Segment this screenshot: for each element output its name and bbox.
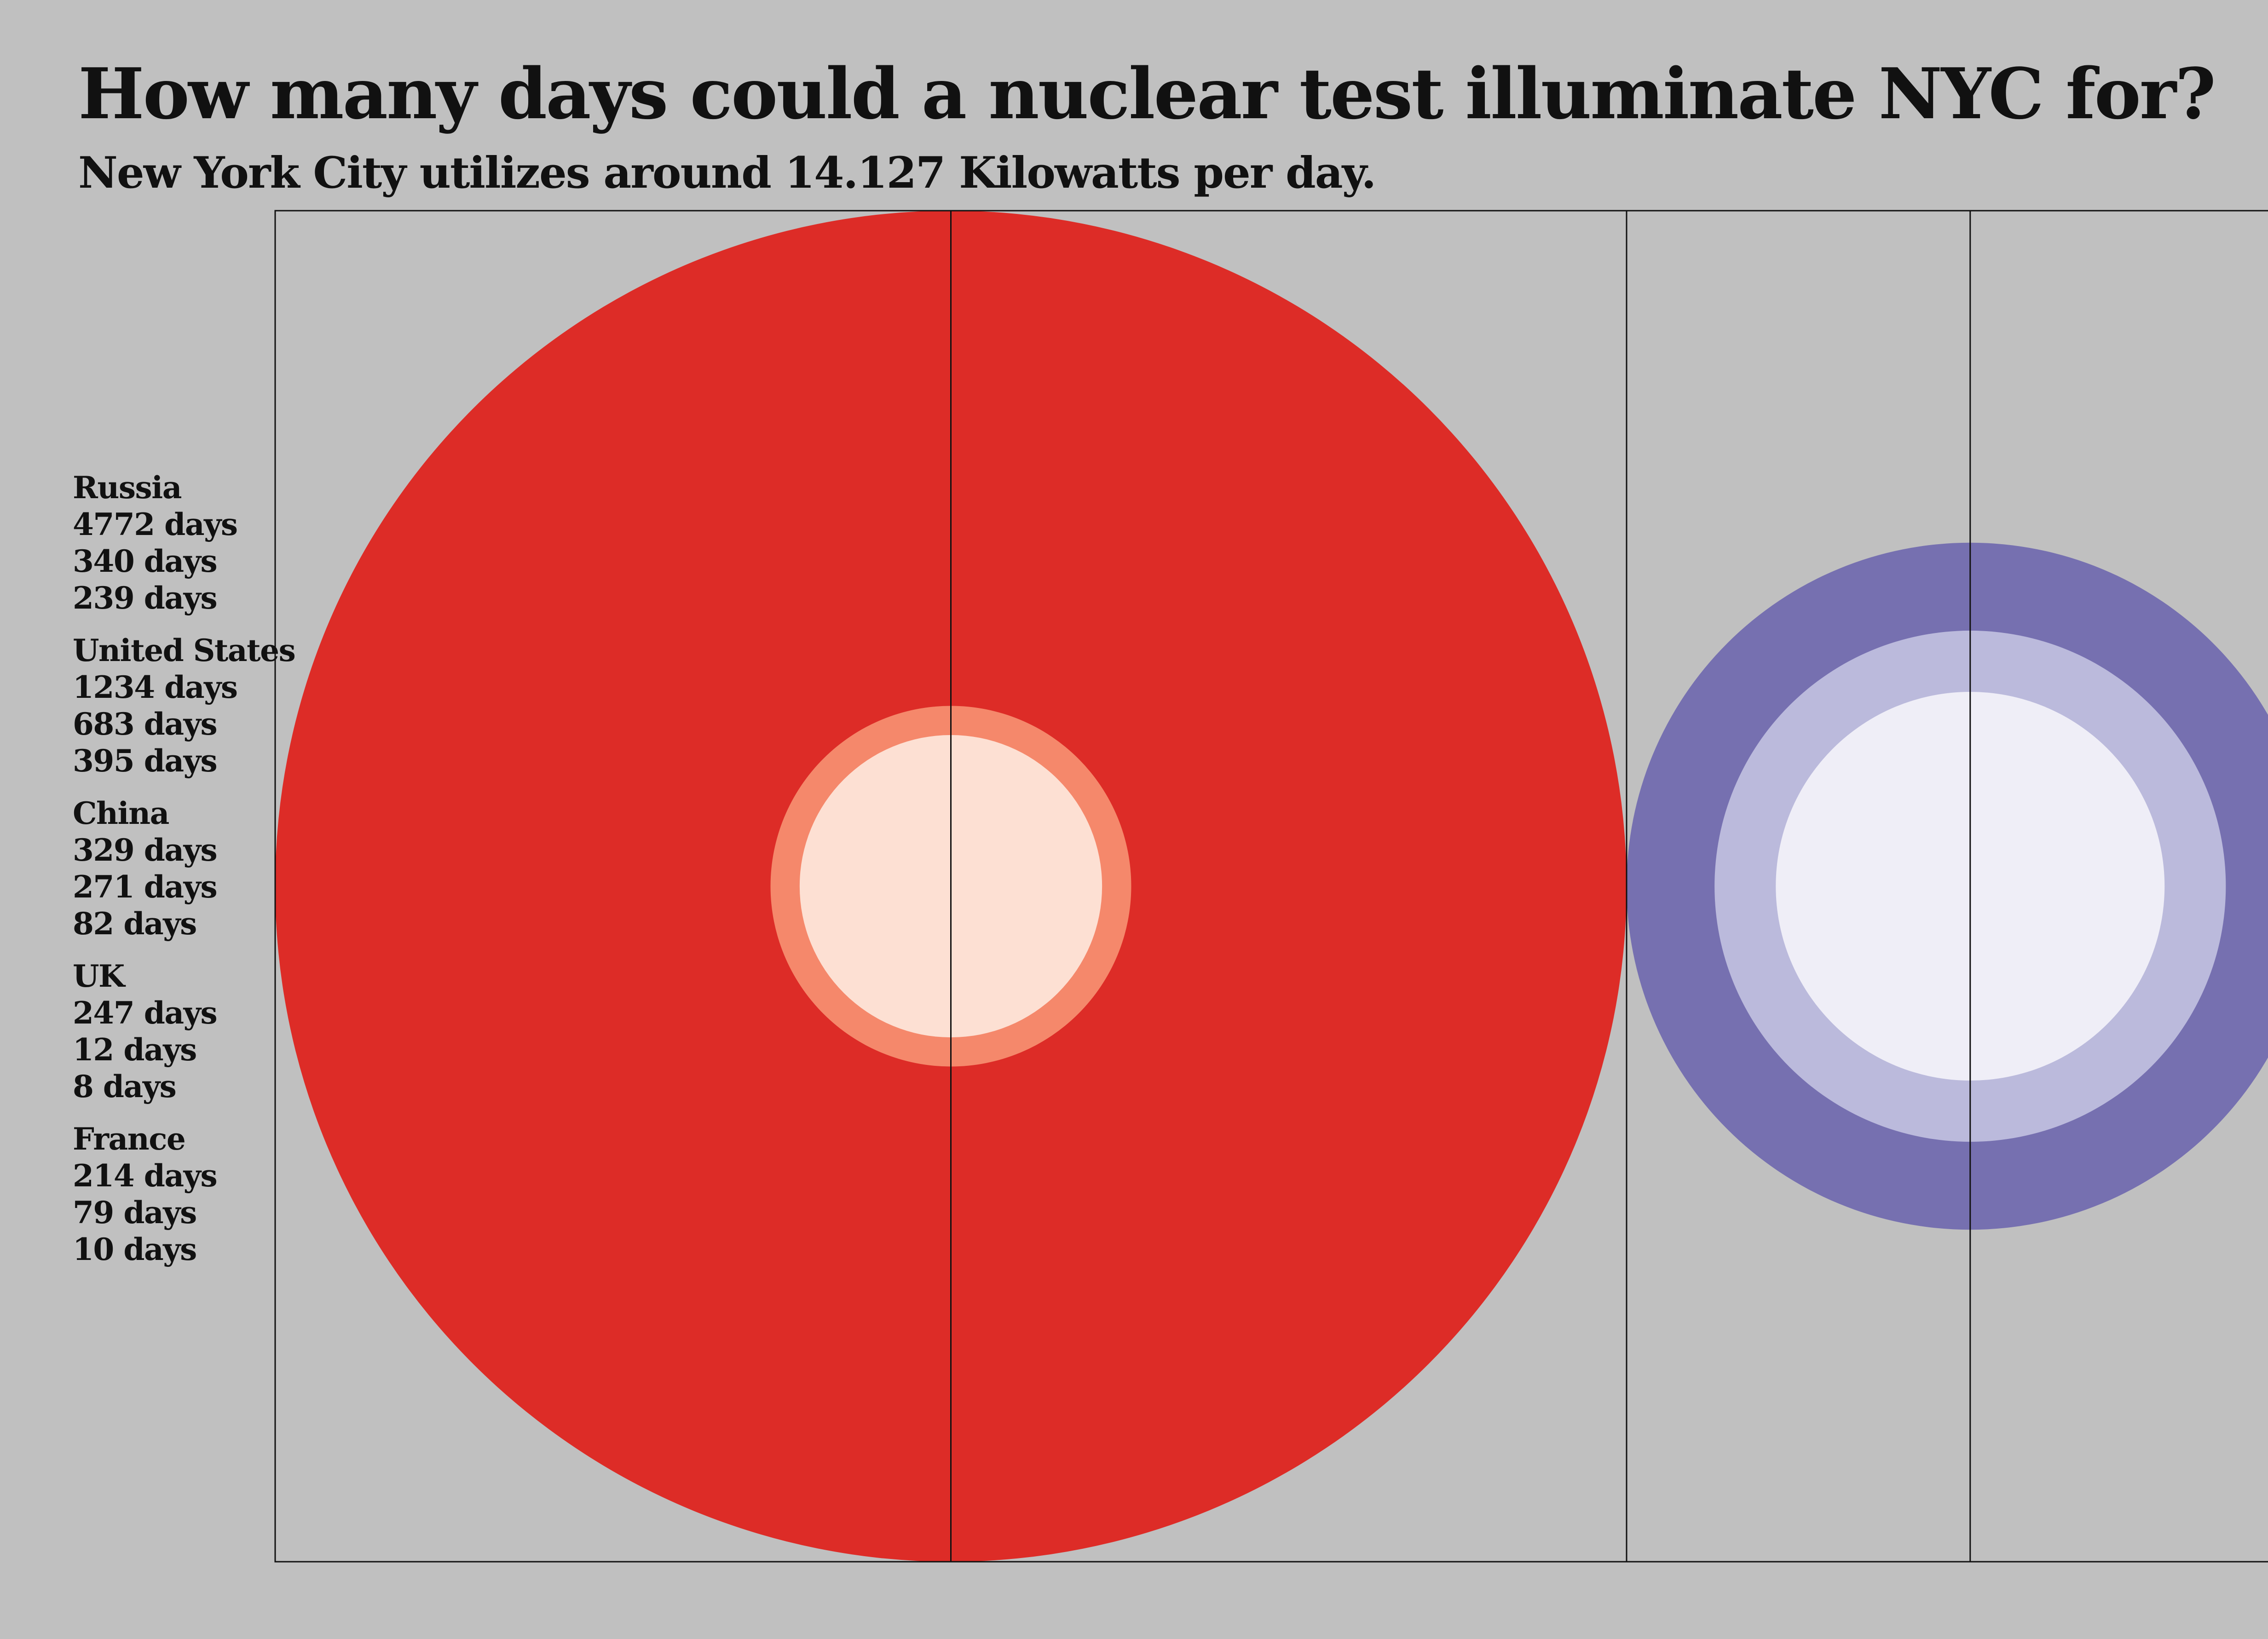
legend-value-label: 214 days bbox=[73, 1158, 218, 1194]
legend-value-label: 79 days bbox=[73, 1195, 197, 1231]
legend-group-china: China 329 days 271 days 82 days bbox=[73, 795, 275, 942]
legend-value-label: 239 days bbox=[73, 580, 218, 616]
legend: Russia 4772 days 340 days 239 days Unite… bbox=[73, 469, 296, 1283]
legend-value-label: 247 days bbox=[73, 995, 218, 1031]
legend-country-label: United States bbox=[73, 633, 296, 668]
chart-title: How many days could a nuclear test illum… bbox=[78, 52, 2216, 135]
legend-group-russia: Russia 4772 days 340 days 239 days bbox=[73, 469, 275, 616]
legend-value-label: 4772 days bbox=[73, 506, 238, 542]
legend-value-label: 329 days bbox=[73, 832, 218, 868]
legend-group-united-states: United States 1234 days 683 days 395 day… bbox=[73, 632, 296, 779]
bubble-layer bbox=[275, 211, 2268, 1562]
legend-value-label: 8 days bbox=[73, 1069, 177, 1104]
legend-value-label: 12 days bbox=[73, 1032, 197, 1068]
legend-value-label: 395 days bbox=[73, 743, 218, 779]
chart-frame bbox=[274, 210, 2268, 1563]
legend-value-label: 683 days bbox=[73, 706, 218, 742]
legend-value-label: 10 days bbox=[73, 1231, 197, 1267]
chart-subtitle: New York City utilizes around 14.127 Kil… bbox=[78, 148, 1376, 198]
legend-country-label: Russia bbox=[73, 470, 182, 506]
legend-country-label: France bbox=[73, 1121, 186, 1157]
legend-value-label: 340 days bbox=[73, 543, 218, 579]
legend-group-france: France 214 days 79 days 10 days bbox=[73, 1121, 275, 1268]
legend-country-label: China bbox=[73, 795, 169, 831]
legend-group-uk: UK 247 days 12 days 8 days bbox=[73, 958, 275, 1105]
legend-value-label: 1234 days bbox=[73, 669, 238, 705]
legend-country-label: UK bbox=[73, 958, 125, 994]
legend-value-label: 271 days bbox=[73, 869, 218, 905]
legend-value-label: 82 days bbox=[73, 906, 197, 942]
